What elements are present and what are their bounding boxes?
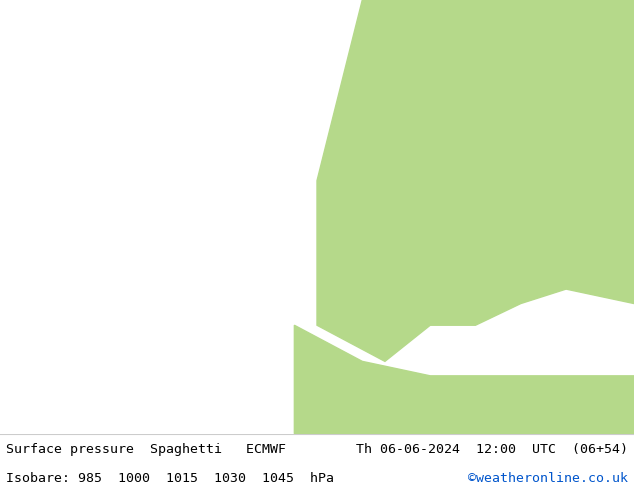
Text: Th 06-06-2024  12:00  UTC  (06+54): Th 06-06-2024 12:00 UTC (06+54) [356, 443, 628, 456]
Polygon shape [317, 0, 634, 362]
Text: ©weatheronline.co.uk: ©weatheronline.co.uk [468, 472, 628, 485]
Text: Isobare: 985  1000  1015  1030  1045  hPa: Isobare: 985 1000 1015 1030 1045 hPa [6, 472, 334, 485]
Text: Surface pressure  Spaghetti   ECMWF: Surface pressure Spaghetti ECMWF [6, 443, 287, 456]
Polygon shape [294, 325, 634, 434]
